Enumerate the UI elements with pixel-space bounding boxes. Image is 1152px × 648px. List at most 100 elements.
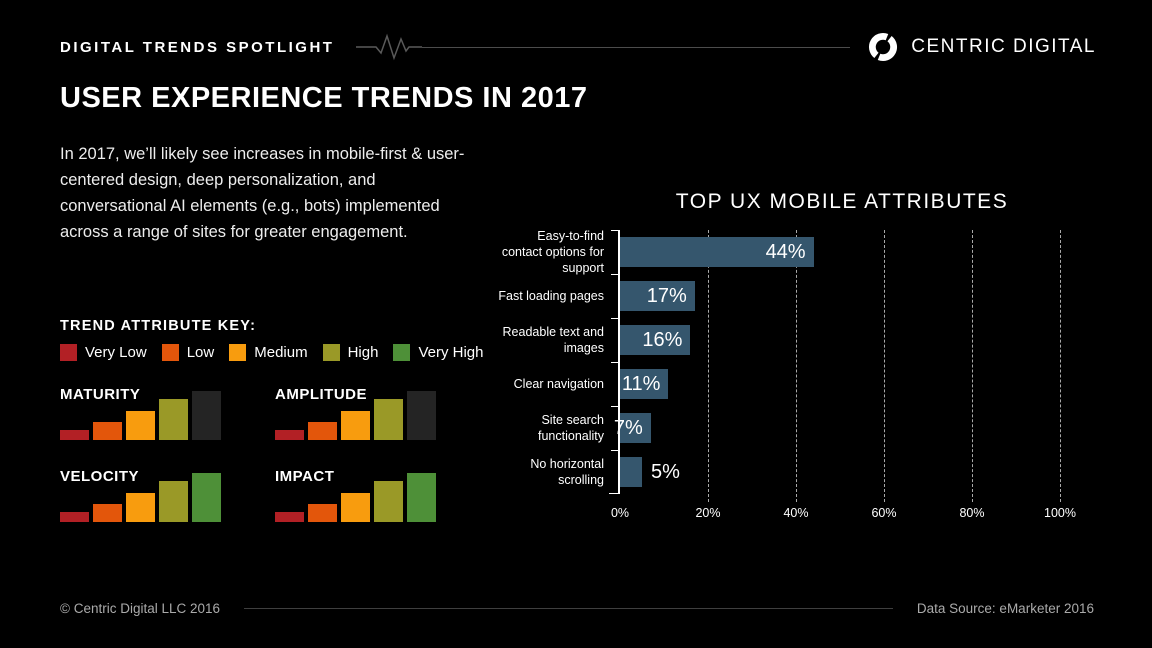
legend-item: High [322, 344, 379, 361]
trend-level-bar [159, 481, 188, 522]
chart-bar-cell: 7% [611, 405, 1064, 450]
legend-item: Low [161, 344, 215, 361]
x-axis-label: 0% [610, 506, 630, 520]
gridline [972, 230, 973, 502]
footer: © Centric Digital LLC 2016 Data Source: … [60, 601, 1094, 616]
trend-level-bar [93, 422, 122, 440]
chart-value-label: 17% [646, 284, 687, 307]
gridline [884, 230, 885, 502]
header: DIGITAL TRENDS SPOTLIGHT CENTRIC DIGITAL [60, 30, 1096, 64]
chart-category-label: Site search functionality [537, 412, 604, 443]
trend-level-bar [126, 411, 155, 440]
trend-chart-title: VELOCITY [60, 468, 140, 485]
footer-divider-line [244, 608, 893, 609]
chart-row: Site search functionality 7% [498, 405, 1064, 450]
trend-level-bar [308, 422, 337, 440]
trend-level-bar [60, 430, 89, 440]
chart-category-label: Fast loading pages [498, 288, 604, 303]
chart-category-label: Easy-to-find contact options for support [501, 228, 604, 276]
chart-bar: 7% [614, 413, 651, 443]
legend-label: Very Low [85, 344, 147, 361]
legend-item: Medium [229, 344, 308, 361]
x-axis-label: 100% [1044, 506, 1076, 520]
chart-bar: 5% [620, 457, 680, 487]
legend-items: Very Low Low Medium High Very High [60, 344, 484, 361]
trend-level-bar [192, 473, 221, 522]
legend-swatch [229, 344, 247, 361]
trend-level-bar [192, 391, 221, 440]
chart-plot-area: Easy-to-find contact options for support… [498, 228, 1064, 502]
x-axis-label: 40% [783, 506, 809, 520]
centric-digital-logo-icon [869, 33, 898, 61]
chart-bar-cell: 16% [611, 317, 1064, 362]
brand-logo: CENTRIC DIGITAL [866, 30, 1096, 64]
trend-chart-amplitude: AMPLITUDE [275, 386, 437, 440]
chart-bar-cell: 11% [611, 361, 1064, 406]
chart-category-label: No horizontal scrolling [530, 456, 604, 487]
copyright-text: © Centric Digital LLC 2016 [60, 601, 221, 616]
chart-bar: 16% [620, 325, 691, 355]
data-source-text: Data Source: eMarketer 2016 [916, 601, 1094, 616]
trend-level-bar [126, 493, 155, 522]
trend-level-bars [60, 473, 221, 522]
chart-category-label: Readable text and images [502, 324, 604, 355]
trend-level-bar [407, 391, 436, 440]
chart-value-label: 5% [651, 460, 680, 483]
chart-bar-cell: 17% [611, 273, 1064, 318]
legend-label: Very High [418, 344, 484, 361]
legend-swatch [322, 344, 340, 361]
chart-row: Clear navigation 11% [498, 361, 1064, 406]
chart-bar: 44% [620, 237, 814, 267]
trend-level-bar [374, 399, 403, 440]
trend-level-bar [341, 411, 370, 440]
trend-chart-title: IMPACT [275, 468, 335, 485]
chart-gridlines [498, 230, 1064, 502]
x-axis-label: 60% [871, 506, 897, 520]
trend-chart-title: AMPLITUDE [275, 386, 367, 403]
legend-label: High [347, 344, 379, 361]
trend-level-bar [60, 512, 89, 522]
chart-row: Fast loading pages 17% [498, 273, 1064, 318]
legend-swatch [161, 344, 179, 361]
gridline [1060, 230, 1061, 502]
eyebrow-title: DIGITAL TRENDS SPOTLIGHT [60, 38, 335, 56]
legend-swatch [60, 344, 77, 361]
legend-heading: TREND ATTRIBUTE KEY: [60, 318, 257, 334]
trend-chart-velocity: VELOCITY [60, 468, 222, 522]
trend-level-bar [308, 504, 337, 522]
chart-value-label: 11% [621, 372, 661, 395]
chart-rows: Easy-to-find contact options for support… [498, 228, 1064, 494]
chart-bar-cell: 44% [611, 229, 1064, 274]
trend-level-bar [159, 399, 188, 440]
pulse-line-icon [356, 33, 423, 61]
intro-paragraph: In 2017, we’ll likely see increases in m… [60, 145, 465, 242]
trend-level-bar [407, 473, 436, 522]
trend-level-bar [275, 512, 304, 522]
chart-bar-cell: 5% [611, 449, 1064, 494]
chart-row: Easy-to-find contact options for support… [498, 228, 1064, 276]
trend-level-bars [275, 391, 436, 440]
chart-value-label: 44% [765, 240, 806, 263]
brand-name: CENTRIC DIGITAL [911, 36, 1096, 57]
gridline [708, 230, 709, 502]
chart-bar: 17% [620, 281, 695, 311]
trend-grid: MATURITY AMPLITUDE VELOCITY IMPACT [60, 386, 437, 522]
ux-attributes-chart: TOP UX MOBILE ATTRIBUTES Easy-to-find co… [498, 190, 1076, 526]
trend-level-bar [341, 493, 370, 522]
legend-label: Medium [254, 344, 308, 361]
trend-level-bar [93, 504, 122, 522]
chart-bar: 11% [620, 369, 669, 399]
x-axis-label: 20% [695, 506, 721, 520]
header-divider-line [422, 46, 851, 48]
chart-title: TOP UX MOBILE ATTRIBUTES [675, 190, 1009, 213]
x-axis-label: 80% [959, 506, 985, 520]
chart-category-label: Clear navigation [513, 376, 604, 391]
page-title: USER EXPERIENCE TRENDS IN 2017 [60, 82, 588, 114]
legend-item: Very High [393, 344, 484, 361]
chart-row: No horizontal scrolling 5% [498, 449, 1064, 494]
legend-swatch [393, 344, 411, 361]
chart-value-label: 7% [613, 416, 643, 439]
trend-level-bars [60, 391, 221, 440]
legend-label: Low [186, 344, 215, 361]
trend-chart-title: MATURITY [60, 386, 141, 403]
